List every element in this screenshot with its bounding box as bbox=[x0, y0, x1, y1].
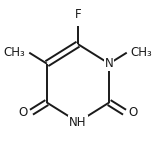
Text: NH: NH bbox=[69, 116, 87, 128]
Text: F: F bbox=[75, 8, 81, 21]
Text: CH₃: CH₃ bbox=[4, 46, 25, 59]
Text: N: N bbox=[105, 57, 114, 70]
Text: O: O bbox=[18, 106, 28, 119]
Text: O: O bbox=[128, 106, 138, 119]
Text: CH₃: CH₃ bbox=[131, 46, 152, 59]
